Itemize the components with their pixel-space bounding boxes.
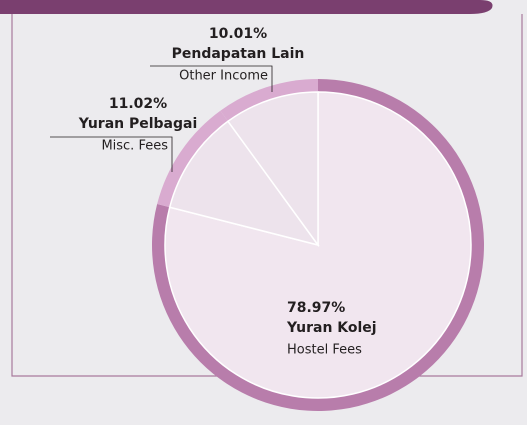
leader-line bbox=[150, 65, 273, 92]
value-label: 11.02% bbox=[109, 96, 167, 112]
category-label-en: Hostel Fees bbox=[287, 343, 362, 358]
category-label: Yuran Pelbagai bbox=[78, 116, 198, 132]
labels: 78.97% Yuran Kolej Hostel Fees 11.02% Yuran … bbox=[50, 26, 377, 358]
category-label: Pendapatan Lain bbox=[172, 46, 305, 62]
category-label-en: Misc. Fees bbox=[101, 139, 168, 154]
leader-line bbox=[50, 136, 173, 172]
value-label: 78.97% bbox=[287, 300, 345, 316]
category-label-en: Other Income bbox=[179, 69, 268, 84]
category-label: Yuran Kolej bbox=[286, 320, 377, 336]
pie-slice bbox=[226, 91, 319, 248]
pie bbox=[152, 79, 484, 411]
value-label: 10.01% bbox=[209, 26, 267, 42]
header-bar bbox=[0, 0, 493, 14]
pie-slice bbox=[168, 120, 320, 247]
